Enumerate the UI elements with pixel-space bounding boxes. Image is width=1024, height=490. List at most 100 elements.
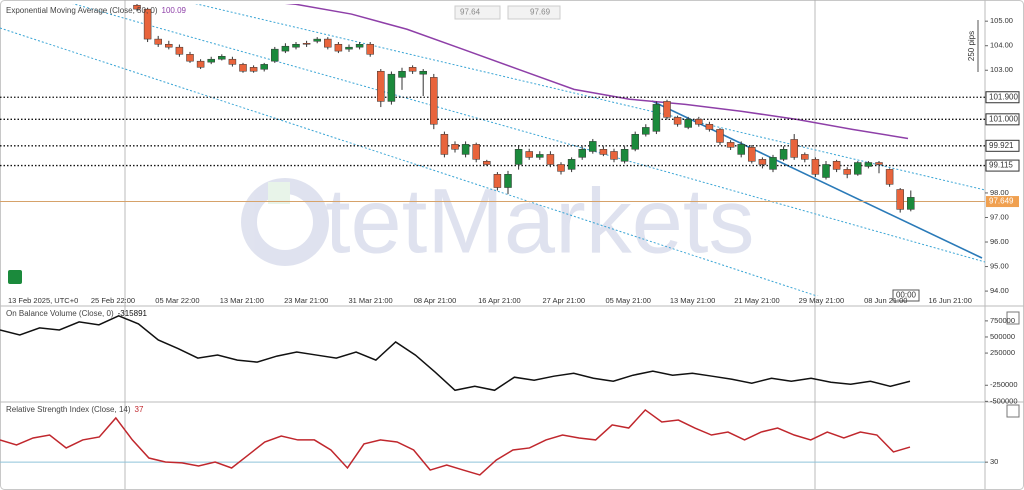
y-tick-label: -500000 — [990, 396, 1018, 405]
candle-body — [525, 151, 533, 158]
ema-line — [284, 4, 909, 140]
y-tick-label: 104.00 — [990, 41, 1013, 50]
candle-body — [302, 43, 311, 45]
panel-button[interactable] — [1006, 404, 1020, 418]
ask-box[interactable] — [507, 5, 561, 20]
candle-body — [239, 64, 247, 72]
y-tick-label: 96.00 — [990, 237, 1009, 246]
candle-body — [769, 157, 777, 170]
x-tick-label: 21 May 21:00 — [734, 296, 779, 305]
candle-body — [875, 162, 883, 165]
candle-body — [567, 159, 576, 170]
candle-body — [896, 189, 904, 210]
x-tick-label: 16 Jun 21:00 — [929, 296, 972, 305]
panel-title: Exponential Moving Average (Close, 50, 0… — [6, 6, 187, 15]
candle-body — [218, 56, 226, 60]
candle-body — [514, 149, 523, 165]
candle-body — [292, 43, 300, 48]
candle-body — [249, 67, 258, 72]
panel-button[interactable] — [1006, 311, 1020, 325]
indicator-line — [0, 315, 911, 392]
candle-body — [493, 174, 502, 188]
candle-body — [271, 48, 279, 62]
y-tick-label: 105.00 — [990, 16, 1013, 25]
candle-body — [133, 4, 141, 10]
last-price-box — [986, 196, 1019, 208]
y-tick-label: 500000 — [990, 332, 1015, 341]
x-tick-label: 08 Jun 21:00 — [864, 296, 907, 305]
candle-body — [811, 159, 820, 175]
panel-title-value: -315891 — [118, 309, 148, 318]
labels: 105.00 104.00 103.00 98.00 97.00 96.00 95.00 94… — [6, 6, 1020, 466]
candle-body — [557, 164, 565, 172]
candle-body — [779, 149, 788, 160]
candle-body — [843, 169, 851, 175]
candle-body — [790, 139, 798, 158]
y-tick-label: 98.00 — [990, 188, 1009, 197]
candle-body — [684, 119, 692, 128]
x-tick-label: 23 Mar 21:00 — [284, 296, 328, 305]
ask: 97.69 — [530, 8, 551, 17]
candle-body — [430, 77, 438, 125]
candle-body — [695, 119, 703, 125]
x-tick-label: 08 Apr 21:00 — [414, 296, 457, 305]
watermark-text: tetMarkets — [325, 170, 754, 272]
candle-body — [758, 159, 767, 165]
candle-body — [907, 197, 915, 210]
candle-body — [642, 127, 650, 135]
candle-body — [186, 54, 194, 62]
candle-body — [387, 73, 396, 102]
candle-body — [737, 144, 745, 155]
candle-body — [748, 147, 756, 162]
candle-body — [663, 101, 671, 118]
level-label: 99.115 — [989, 161, 1013, 170]
candle-body — [228, 58, 237, 65]
candle-body — [398, 70, 406, 78]
channel-line — [72, 4, 985, 263]
y-tick-label: 94.00 — [990, 286, 1009, 295]
candle-body — [822, 164, 830, 178]
panel-title-text: Exponential Moving Average (Close, 50, 0… — [6, 6, 158, 15]
logo-button[interactable] — [8, 270, 22, 284]
candle-body — [355, 43, 364, 48]
x-tick-label: 31 Mar 21:00 — [348, 296, 392, 305]
candle-body — [366, 43, 374, 55]
bid-box[interactable] — [454, 5, 501, 20]
candle-body — [864, 162, 873, 167]
panel-title-value: 37 — [135, 405, 144, 414]
level-label: 101.900 — [989, 92, 1018, 101]
level-label-box — [985, 159, 1020, 172]
candle-body — [578, 149, 586, 158]
candle-body — [652, 104, 661, 132]
candle-body — [631, 134, 639, 150]
y-tick-label: -250000 — [990, 380, 1018, 389]
candle-body — [154, 38, 162, 45]
candle-body — [419, 70, 427, 75]
candle-body — [196, 60, 205, 68]
candle-body — [440, 134, 449, 155]
candle-body — [546, 154, 555, 165]
level-label-box — [985, 91, 1020, 104]
bid: 97.64 — [460, 8, 481, 17]
candle-body — [599, 149, 608, 155]
candle-body — [610, 151, 618, 160]
candle-body — [589, 141, 597, 152]
time-box — [892, 289, 920, 302]
x-tick-label: 05 Mar 22:00 — [155, 296, 199, 305]
level-label-box — [985, 113, 1020, 126]
x-tick-label: 13 May 21:00 — [670, 296, 715, 305]
rsi-plot — [0, 408, 985, 476]
x-tick-label: 27 Apr 21:00 — [543, 296, 586, 305]
candle-body — [260, 64, 268, 70]
y-tick-label: 30 — [990, 457, 998, 466]
candle-body — [716, 129, 724, 143]
candle-body — [408, 67, 417, 72]
panel-title-text: On Balance Volume (Close, 0) — [6, 309, 114, 318]
candle-body — [175, 46, 184, 55]
panel-title-value: 100.09 — [162, 6, 187, 15]
candle-body — [207, 58, 215, 63]
price-plot — [0, 4, 985, 213]
y-tick-label: 103.00 — [990, 65, 1013, 74]
y-tick-label: 750000 — [990, 316, 1015, 325]
candle-body — [461, 144, 470, 155]
